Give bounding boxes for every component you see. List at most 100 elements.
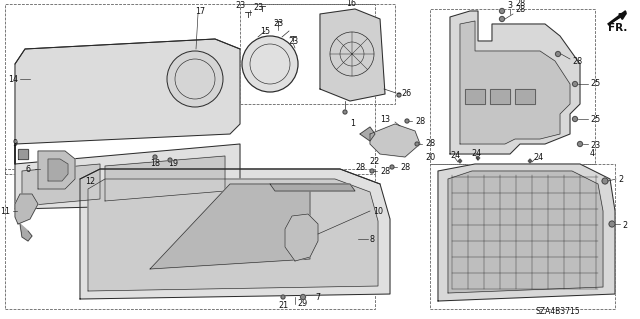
- Polygon shape: [270, 184, 355, 191]
- Text: 13: 13: [380, 115, 390, 123]
- Polygon shape: [48, 159, 68, 181]
- Polygon shape: [458, 159, 461, 163]
- Circle shape: [415, 142, 419, 146]
- Circle shape: [499, 9, 504, 13]
- Text: 15: 15: [260, 27, 270, 36]
- Text: 28: 28: [425, 139, 435, 149]
- Polygon shape: [20, 224, 32, 241]
- Text: 24: 24: [450, 151, 460, 160]
- Text: 24: 24: [471, 149, 481, 158]
- Polygon shape: [460, 21, 570, 144]
- Bar: [240, 4, 395, 104]
- Text: 2: 2: [618, 174, 623, 183]
- Circle shape: [602, 178, 608, 184]
- Polygon shape: [476, 156, 479, 160]
- Bar: [465, 89, 485, 104]
- Text: 2: 2: [622, 221, 627, 231]
- Text: 8: 8: [370, 234, 375, 243]
- Polygon shape: [22, 164, 100, 206]
- Text: 19: 19: [168, 159, 178, 167]
- Polygon shape: [150, 184, 310, 269]
- Bar: [515, 89, 535, 104]
- Circle shape: [242, 36, 298, 92]
- Circle shape: [153, 155, 157, 159]
- Polygon shape: [529, 159, 532, 163]
- Circle shape: [577, 142, 582, 146]
- Circle shape: [281, 295, 285, 299]
- Text: 18: 18: [150, 159, 160, 167]
- Text: 24: 24: [533, 152, 543, 161]
- Text: 28: 28: [515, 4, 525, 13]
- Text: 23: 23: [253, 3, 263, 11]
- Text: 27: 27: [383, 146, 393, 155]
- Text: 28: 28: [415, 116, 425, 125]
- Polygon shape: [450, 11, 580, 154]
- Text: 28: 28: [515, 0, 525, 8]
- Text: 5: 5: [212, 205, 218, 214]
- Text: 20: 20: [425, 152, 435, 161]
- Polygon shape: [370, 124, 420, 157]
- Bar: [490, 89, 510, 104]
- Circle shape: [397, 93, 401, 97]
- Text: FR.: FR.: [608, 23, 627, 33]
- Circle shape: [343, 110, 347, 114]
- Polygon shape: [80, 169, 390, 299]
- Text: 14: 14: [8, 75, 18, 84]
- Text: 22: 22: [370, 158, 380, 167]
- Text: 4: 4: [590, 150, 595, 159]
- Polygon shape: [105, 156, 225, 201]
- Circle shape: [573, 116, 577, 122]
- Text: 23: 23: [590, 142, 600, 151]
- Text: 10: 10: [373, 206, 383, 216]
- Polygon shape: [15, 194, 38, 224]
- Text: 1: 1: [350, 118, 355, 128]
- Bar: [465, 89, 485, 104]
- Polygon shape: [88, 179, 378, 291]
- Text: 12: 12: [85, 176, 95, 186]
- Text: 16: 16: [346, 0, 356, 9]
- Polygon shape: [15, 144, 240, 209]
- Text: 23: 23: [288, 36, 298, 46]
- Circle shape: [405, 119, 409, 123]
- Polygon shape: [15, 39, 240, 164]
- Bar: [430, 9, 595, 164]
- Text: 28: 28: [572, 56, 582, 65]
- Text: 26: 26: [401, 88, 411, 98]
- Text: SZA4B3715: SZA4B3715: [536, 307, 580, 315]
- Text: 21: 21: [278, 301, 288, 310]
- Text: 7: 7: [316, 293, 321, 301]
- Text: 6: 6: [25, 165, 30, 174]
- Text: 28: 28: [400, 162, 410, 172]
- Text: 17: 17: [195, 8, 205, 17]
- Bar: [430, 164, 615, 309]
- Circle shape: [609, 221, 615, 227]
- Bar: [5, 4, 375, 174]
- Text: 23: 23: [273, 19, 283, 28]
- Circle shape: [168, 158, 172, 162]
- Circle shape: [370, 169, 374, 173]
- Polygon shape: [448, 171, 603, 293]
- Text: 23: 23: [235, 2, 245, 11]
- Text: 25: 25: [590, 115, 600, 123]
- Circle shape: [556, 51, 561, 56]
- Circle shape: [499, 17, 504, 21]
- Polygon shape: [360, 127, 375, 141]
- Text: 28: 28: [380, 167, 390, 175]
- Circle shape: [301, 294, 305, 300]
- Polygon shape: [38, 151, 75, 189]
- Text: 3: 3: [508, 2, 513, 11]
- Polygon shape: [438, 164, 615, 301]
- Circle shape: [573, 81, 577, 86]
- Text: 28: 28: [355, 162, 365, 172]
- Bar: [5, 169, 375, 309]
- Bar: [490, 89, 510, 104]
- Polygon shape: [18, 149, 28, 159]
- Polygon shape: [285, 214, 318, 261]
- Text: 29: 29: [297, 300, 307, 308]
- Text: 9: 9: [12, 139, 17, 149]
- Bar: [515, 89, 535, 104]
- Circle shape: [390, 165, 394, 169]
- Polygon shape: [320, 9, 385, 101]
- Circle shape: [167, 51, 223, 107]
- Text: 11: 11: [0, 206, 10, 216]
